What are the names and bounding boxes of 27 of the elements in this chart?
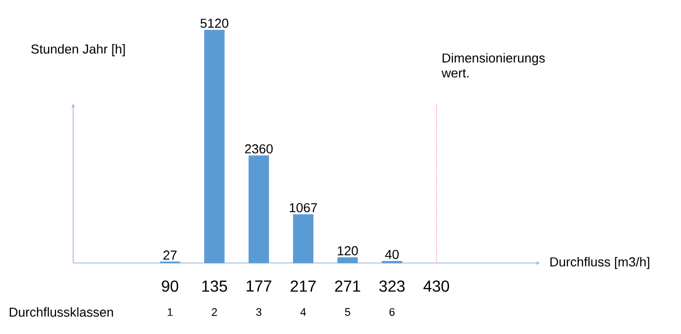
text: 4 (300, 308, 306, 316)
x-tick-label: 90 (162, 280, 178, 292)
text: Durchfluss [m3/h] (550, 256, 650, 270)
bar (204, 30, 225, 264)
data-label: 2360 (245, 144, 273, 154)
data-label: 40 (385, 250, 399, 259)
bar (293, 214, 314, 264)
x-tick-label: 323 (379, 280, 405, 292)
text: 5 (344, 308, 350, 316)
data-label: 120 (338, 246, 358, 256)
x-tick-label: 177 (246, 280, 272, 292)
text: 6 (390, 308, 395, 316)
x-tick-label: 430 (423, 280, 450, 292)
data-label: 5120 (200, 18, 228, 28)
x-tick-label: 217 (290, 280, 316, 292)
text: 3 (256, 308, 262, 316)
data-label: 1067 (290, 203, 317, 212)
bar (337, 257, 358, 264)
text: Durchflussklassen (10, 307, 113, 317)
data-label: 27 (163, 250, 177, 260)
text: 1 (168, 308, 173, 316)
x-tick-label: 271 (335, 280, 360, 292)
bar (248, 155, 270, 264)
x-tick-label: 135 (202, 280, 228, 292)
ref-line-label: Dimensionierungs wert. (442, 53, 545, 78)
text: 2 (212, 308, 217, 316)
y-axis-title: Stunden Jahr [h] (31, 44, 125, 56)
